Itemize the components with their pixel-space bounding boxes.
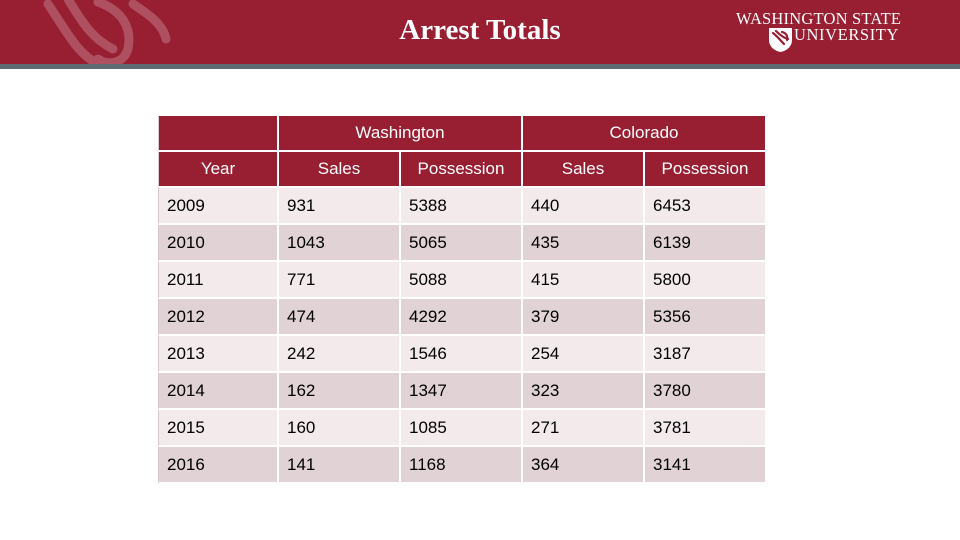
cell-wa-sales: 162 (279, 373, 401, 410)
cell-year: 2011 (158, 262, 279, 299)
cell-wa-sales: 160 (279, 410, 401, 447)
cell-wa-possession: 1347 (401, 373, 523, 410)
table-row: 2012 474 4292 379 5356 (158, 299, 767, 336)
group-header-colorado: Colorado (523, 116, 767, 152)
cell-co-sales: 440 (523, 188, 645, 225)
wsu-logo: WASHINGTON STATE UNIVERSITY (736, 9, 946, 59)
cell-wa-possession: 1085 (401, 410, 523, 447)
header-divider (0, 64, 960, 69)
cell-co-possession: 5800 (645, 262, 767, 299)
cell-year: 2014 (158, 373, 279, 410)
cell-year: 2010 (158, 225, 279, 262)
cell-co-sales: 271 (523, 410, 645, 447)
cell-year: 2016 (158, 447, 279, 484)
column-header-co-possession: Possession (645, 152, 767, 188)
cell-wa-sales: 931 (279, 188, 401, 225)
cougar-head-watermark-icon (43, 0, 171, 64)
cell-wa-possession: 1546 (401, 336, 523, 373)
cell-wa-sales: 771 (279, 262, 401, 299)
cell-co-sales: 415 (523, 262, 645, 299)
cell-co-possession: 3141 (645, 447, 767, 484)
cell-co-possession: 6453 (645, 188, 767, 225)
cell-co-possession: 3187 (645, 336, 767, 373)
cell-wa-sales: 242 (279, 336, 401, 373)
table-row: 2011 771 5088 415 5800 (158, 262, 767, 299)
table-row: 2014 162 1347 323 3780 (158, 373, 767, 410)
cell-wa-possession: 4292 (401, 299, 523, 336)
cell-co-possession: 3780 (645, 373, 767, 410)
cell-wa-possession: 1168 (401, 447, 523, 484)
column-header-wa-sales: Sales (279, 152, 401, 188)
cell-wa-sales: 141 (279, 447, 401, 484)
column-header-wa-possession: Possession (401, 152, 523, 188)
arrest-totals-table: Washington Colorado Year Sales Possessio… (158, 116, 767, 484)
logo-text-line2: UNIVERSITY (794, 25, 899, 44)
table-row: 2009 931 5388 440 6453 (158, 188, 767, 225)
cell-co-sales: 254 (523, 336, 645, 373)
table-group-header-row: Washington Colorado (158, 116, 767, 152)
cell-year: 2009 (158, 188, 279, 225)
column-header-co-sales: Sales (523, 152, 645, 188)
cell-wa-sales: 1043 (279, 225, 401, 262)
group-header-blank (158, 116, 279, 152)
cell-co-possession: 3781 (645, 410, 767, 447)
cell-co-sales: 364 (523, 447, 645, 484)
cougar-shield-icon (769, 28, 792, 52)
group-header-colorado-label: Colorado (609, 123, 679, 142)
table-row: 2013 242 1546 254 3187 (158, 336, 767, 373)
cell-year: 2013 (158, 336, 279, 373)
cell-co-sales: 323 (523, 373, 645, 410)
cell-co-possession: 5356 (645, 299, 767, 336)
cell-year: 2012 (158, 299, 279, 336)
cell-wa-possession: 5065 (401, 225, 523, 262)
column-header-year: Year (158, 152, 279, 188)
cell-wa-possession: 5388 (401, 188, 523, 225)
group-header-washington-label: Washington (355, 123, 445, 142)
slide-header: Arrest Totals WASHINGTON STATE UNIVERSIT… (0, 0, 960, 64)
group-header-washington: Washington (279, 116, 523, 152)
table-row: 2016 141 1168 364 3141 (158, 447, 767, 484)
cell-co-sales: 435 (523, 225, 645, 262)
logo-text-line1: WASHINGTON STATE (736, 9, 902, 28)
cell-co-sales: 379 (523, 299, 645, 336)
table-column-header-row: Year Sales Possession Sales Possession (158, 152, 767, 188)
page-title: Arrest Totals (399, 14, 561, 46)
table-row: 2010 1043 5065 435 6139 (158, 225, 767, 262)
cell-co-possession: 6139 (645, 225, 767, 262)
cell-wa-possession: 5088 (401, 262, 523, 299)
table-row: 2015 160 1085 271 3781 (158, 410, 767, 447)
cell-year: 2015 (158, 410, 279, 447)
cell-wa-sales: 474 (279, 299, 401, 336)
